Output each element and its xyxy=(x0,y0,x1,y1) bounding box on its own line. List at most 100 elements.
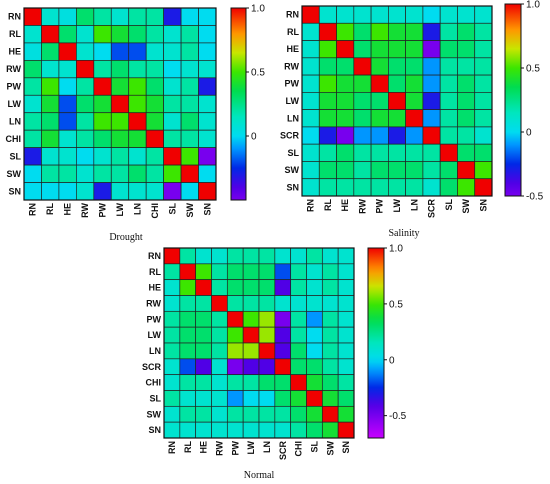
heatmap-cell xyxy=(353,109,372,128)
heatmap-cell xyxy=(195,326,212,344)
heatmap-cell xyxy=(226,405,244,423)
heatmap-cell xyxy=(290,263,307,281)
heatmap-cell xyxy=(336,40,355,59)
heatmap-cell xyxy=(274,263,292,281)
heatmap-cell xyxy=(290,405,307,423)
column-label: LW xyxy=(115,202,125,216)
heatmap-cell xyxy=(405,161,424,180)
column-label: PW xyxy=(230,440,240,455)
heatmap-cell xyxy=(163,326,181,344)
column-label: SN xyxy=(478,199,488,212)
heatmap-cell xyxy=(457,126,476,145)
column-label: RL xyxy=(45,203,55,215)
heatmap-cell xyxy=(163,112,182,131)
row-label: LN xyxy=(287,113,299,123)
heatmap-cell xyxy=(211,342,228,360)
heatmap-cell xyxy=(457,57,476,76)
heatmap-cell xyxy=(76,129,95,148)
heatmap-cell xyxy=(336,57,355,76)
heatmap-cell xyxy=(474,22,493,41)
heatmap-cell xyxy=(388,143,406,162)
heatmap-cell xyxy=(145,77,164,96)
heatmap-cell xyxy=(93,60,112,79)
heatmap-cell xyxy=(23,77,42,96)
heatmap-cell xyxy=(258,263,276,281)
heatmap-cell xyxy=(321,310,339,328)
row-label: RN xyxy=(8,12,21,22)
heatmap-cell xyxy=(41,25,60,44)
heatmap-cell xyxy=(242,342,260,360)
heatmap-cell xyxy=(41,42,60,61)
colorbar-tick-label: 0 xyxy=(251,132,257,143)
colorbar-tick-label: 0.5 xyxy=(526,64,540,75)
heatmap-cell xyxy=(128,94,147,114)
heatmap-cell xyxy=(290,295,307,312)
heatmap-cell xyxy=(179,358,197,376)
heatmap-cell xyxy=(318,126,337,145)
heatmap-cell xyxy=(128,7,147,26)
heatmap-cell xyxy=(405,40,424,59)
heatmap-cell xyxy=(93,7,112,26)
heatmap-cell xyxy=(180,42,199,61)
column-label: SCR xyxy=(278,441,288,461)
colorbar-tick-label: 0 xyxy=(526,128,532,139)
row-label: SL xyxy=(149,393,161,403)
heatmap-cell xyxy=(163,405,181,423)
heatmap-cell xyxy=(23,182,42,201)
column-label: SW xyxy=(325,440,335,455)
heatmap-cell xyxy=(198,129,217,148)
heatmap-cell xyxy=(353,5,372,24)
heatmap-cell xyxy=(336,22,355,41)
heatmap-cell xyxy=(258,374,276,391)
heatmap-cell xyxy=(128,60,147,79)
heatmap-cell xyxy=(110,164,130,183)
column-label: SL xyxy=(444,199,454,211)
heatmap-cell xyxy=(128,112,147,131)
heatmap-cell xyxy=(180,182,199,201)
heatmap-cell xyxy=(306,247,323,265)
column-label: HE xyxy=(63,203,73,216)
row-label: SN xyxy=(286,182,299,192)
heatmap-cell xyxy=(180,60,199,79)
heatmap-cell xyxy=(321,279,339,296)
heatmap-cell xyxy=(93,25,112,44)
heatmap-cell xyxy=(457,178,476,197)
heatmap-cell xyxy=(195,279,212,296)
heatmap-cell xyxy=(422,57,441,76)
colorbar-tick-label: -0.5 xyxy=(526,192,544,203)
heatmap-cell xyxy=(93,182,112,201)
column-label: SW xyxy=(185,202,195,217)
heatmap-cell xyxy=(388,92,406,110)
heatmap-cell xyxy=(336,92,355,110)
column-label: LN xyxy=(409,199,419,211)
heatmap-cell xyxy=(93,77,112,96)
heatmap-cell xyxy=(353,40,372,59)
heatmap-cell xyxy=(337,405,355,423)
heatmap-cell xyxy=(76,164,95,183)
heatmap-cell xyxy=(274,295,292,312)
heatmap-cell xyxy=(337,263,355,281)
heatmap-cell xyxy=(306,390,323,407)
heatmap-cell xyxy=(180,164,199,183)
heatmap-cell xyxy=(242,390,260,407)
column-label: LN xyxy=(132,203,142,215)
row-label: PW xyxy=(147,314,162,324)
row-label: LW xyxy=(148,330,162,340)
heatmap-cell xyxy=(388,126,406,145)
colorbar-tick-label: 0 xyxy=(389,355,395,366)
heatmap-cell xyxy=(370,109,389,128)
heatmap-cell xyxy=(163,60,182,79)
heatmap-cell xyxy=(211,295,228,312)
heatmap-cell xyxy=(180,147,199,166)
heatmap-frame xyxy=(301,5,493,197)
heatmap-cell xyxy=(474,74,493,93)
heatmap-cell xyxy=(110,77,130,96)
heatmap-cell xyxy=(318,74,337,93)
heatmap-cell xyxy=(198,42,217,61)
heatmap-cell xyxy=(58,42,77,61)
heatmap-cell xyxy=(258,421,276,439)
heatmap-cell xyxy=(179,263,197,281)
heatmap-cell xyxy=(163,421,181,439)
heatmap-cell xyxy=(422,178,441,197)
row-label: SW xyxy=(7,169,22,179)
